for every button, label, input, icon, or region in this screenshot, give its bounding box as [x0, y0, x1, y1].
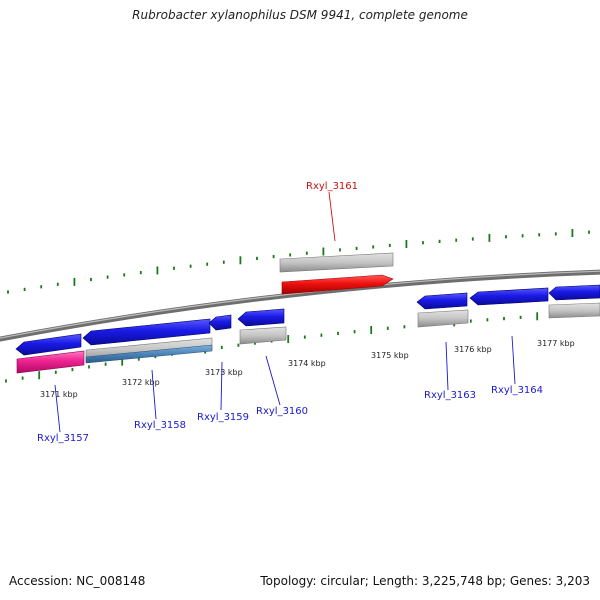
gene-arrow — [281, 274, 394, 295]
pseudo-feature-bar — [548, 302, 600, 319]
gene-rxyl-3164[interactable] — [469, 287, 549, 306]
pseudo-feature-bar — [239, 326, 287, 345]
ruler-tick-label: 3171 kbp — [40, 390, 78, 399]
leader-line — [445, 341, 449, 391]
gene-label-rxyl-3163[interactable]: Rxyl_3163 — [424, 390, 476, 401]
genome-title: Rubrobacter xylanophilus DSM 9941, compl… — [132, 8, 468, 22]
ruler-tick-label: 3174 kbp — [288, 359, 326, 368]
gene-rxyl-3163[interactable] — [416, 292, 469, 328]
pseudo-feature-bar — [417, 309, 469, 328]
ruler-tick-label: 3176 kbp — [454, 345, 492, 354]
genome-backbone-highlight — [0, 270, 600, 339]
gene-rxyl-3160[interactable] — [237, 308, 287, 345]
leader-line — [220, 361, 223, 411]
gene-rxyl-3165-partial[interactable] — [548, 284, 600, 319]
upper-tick-track — [7, 229, 590, 294]
gene-label-rxyl-3160[interactable]: Rxyl_3160 — [256, 406, 308, 417]
leader-line — [151, 369, 157, 420]
ruler-labels: 3171 kbp 3172 kbp 3173 kbp 3174 kbp 3175… — [40, 339, 575, 399]
leader-line — [265, 355, 281, 406]
accession-text: Accession: NC_008148 — [9, 574, 146, 588]
gene-arrow — [82, 318, 211, 346]
gene-label-rxyl-3157[interactable]: Rxyl_3157 — [37, 433, 89, 444]
gene-rxyl-3157[interactable] — [15, 333, 85, 374]
gene-label-rxyl-3164[interactable]: Rxyl_3164 — [491, 385, 543, 396]
rna-feature-bar — [16, 350, 85, 374]
misc-feature-bar — [85, 344, 213, 364]
leader-line — [54, 384, 61, 433]
gene-label-rxyl-3159[interactable]: Rxyl_3159 — [197, 412, 249, 423]
gene-arrow — [237, 308, 285, 327]
gene-arrow — [548, 284, 600, 301]
gene-arrow — [15, 333, 82, 356]
gene-arrow — [469, 287, 549, 306]
ruler-tick-label: 3177 kbp — [537, 339, 575, 348]
gene-arrow — [416, 292, 468, 310]
ruler-tick-label: 3172 kbp — [122, 378, 160, 387]
ruler-tick-label: 3175 kbp — [371, 351, 409, 360]
gene-arrow — [208, 314, 232, 331]
label-leaders — [54, 191, 516, 433]
topology-summary: Topology: circular; Length: 3,225,748 bp… — [260, 574, 590, 588]
leader-line — [328, 191, 336, 242]
gene-label-rxyl-3161[interactable]: Rxyl_3161 — [306, 181, 358, 192]
gene-rxyl-3159[interactable] — [208, 314, 232, 331]
gene-labels: Rxyl_3161 Rxyl_3157 Rxyl_3158 Rxyl_3159 … — [37, 181, 543, 444]
gene-rxyl-3158[interactable] — [82, 318, 213, 364]
leader-line — [511, 335, 516, 385]
gene-rxyl-3161[interactable] — [279, 252, 394, 295]
genome-backbone — [0, 269, 600, 342]
gene-label-rxyl-3158[interactable]: Rxyl_3158 — [134, 420, 186, 431]
pseudo-feature-bar — [279, 252, 394, 273]
ruler-tick-label: 3173 kbp — [205, 368, 243, 377]
